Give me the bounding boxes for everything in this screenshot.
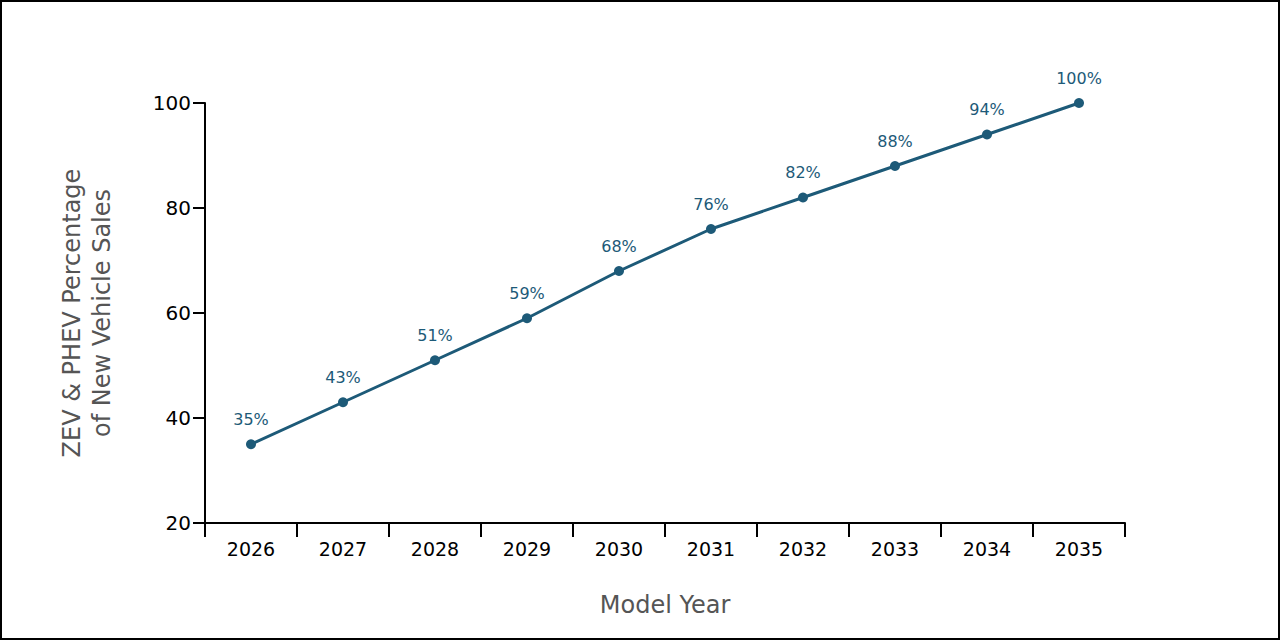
- svg-text:51%: 51%: [417, 326, 453, 345]
- svg-text:40: 40: [166, 406, 191, 430]
- svg-text:2026: 2026: [227, 538, 275, 560]
- svg-text:of New Vehicle Sales: of New Vehicle Sales: [88, 189, 116, 437]
- svg-text:Model Year: Model Year: [600, 591, 731, 619]
- svg-text:2030: 2030: [595, 538, 643, 560]
- svg-text:43%: 43%: [325, 368, 361, 387]
- svg-text:2028: 2028: [411, 538, 459, 560]
- svg-text:2032: 2032: [779, 538, 827, 560]
- svg-text:94%: 94%: [969, 100, 1005, 119]
- svg-text:20: 20: [166, 511, 191, 535]
- svg-text:59%: 59%: [509, 284, 545, 303]
- svg-text:88%: 88%: [877, 132, 913, 151]
- svg-text:ZEV & PHEV Percentage: ZEV & PHEV Percentage: [58, 169, 86, 458]
- svg-text:80: 80: [166, 196, 191, 220]
- svg-text:2031: 2031: [687, 538, 735, 560]
- svg-text:2035: 2035: [1055, 538, 1103, 560]
- svg-text:100: 100: [153, 91, 191, 115]
- svg-text:2027: 2027: [319, 538, 367, 560]
- svg-text:82%: 82%: [785, 163, 821, 182]
- svg-text:2033: 2033: [871, 538, 919, 560]
- svg-text:76%: 76%: [693, 195, 729, 214]
- svg-text:2034: 2034: [963, 538, 1011, 560]
- svg-text:68%: 68%: [601, 237, 637, 256]
- svg-text:35%: 35%: [233, 410, 269, 429]
- svg-text:2029: 2029: [503, 538, 551, 560]
- svg-text:100%: 100%: [1056, 69, 1102, 88]
- svg-text:60: 60: [166, 301, 191, 325]
